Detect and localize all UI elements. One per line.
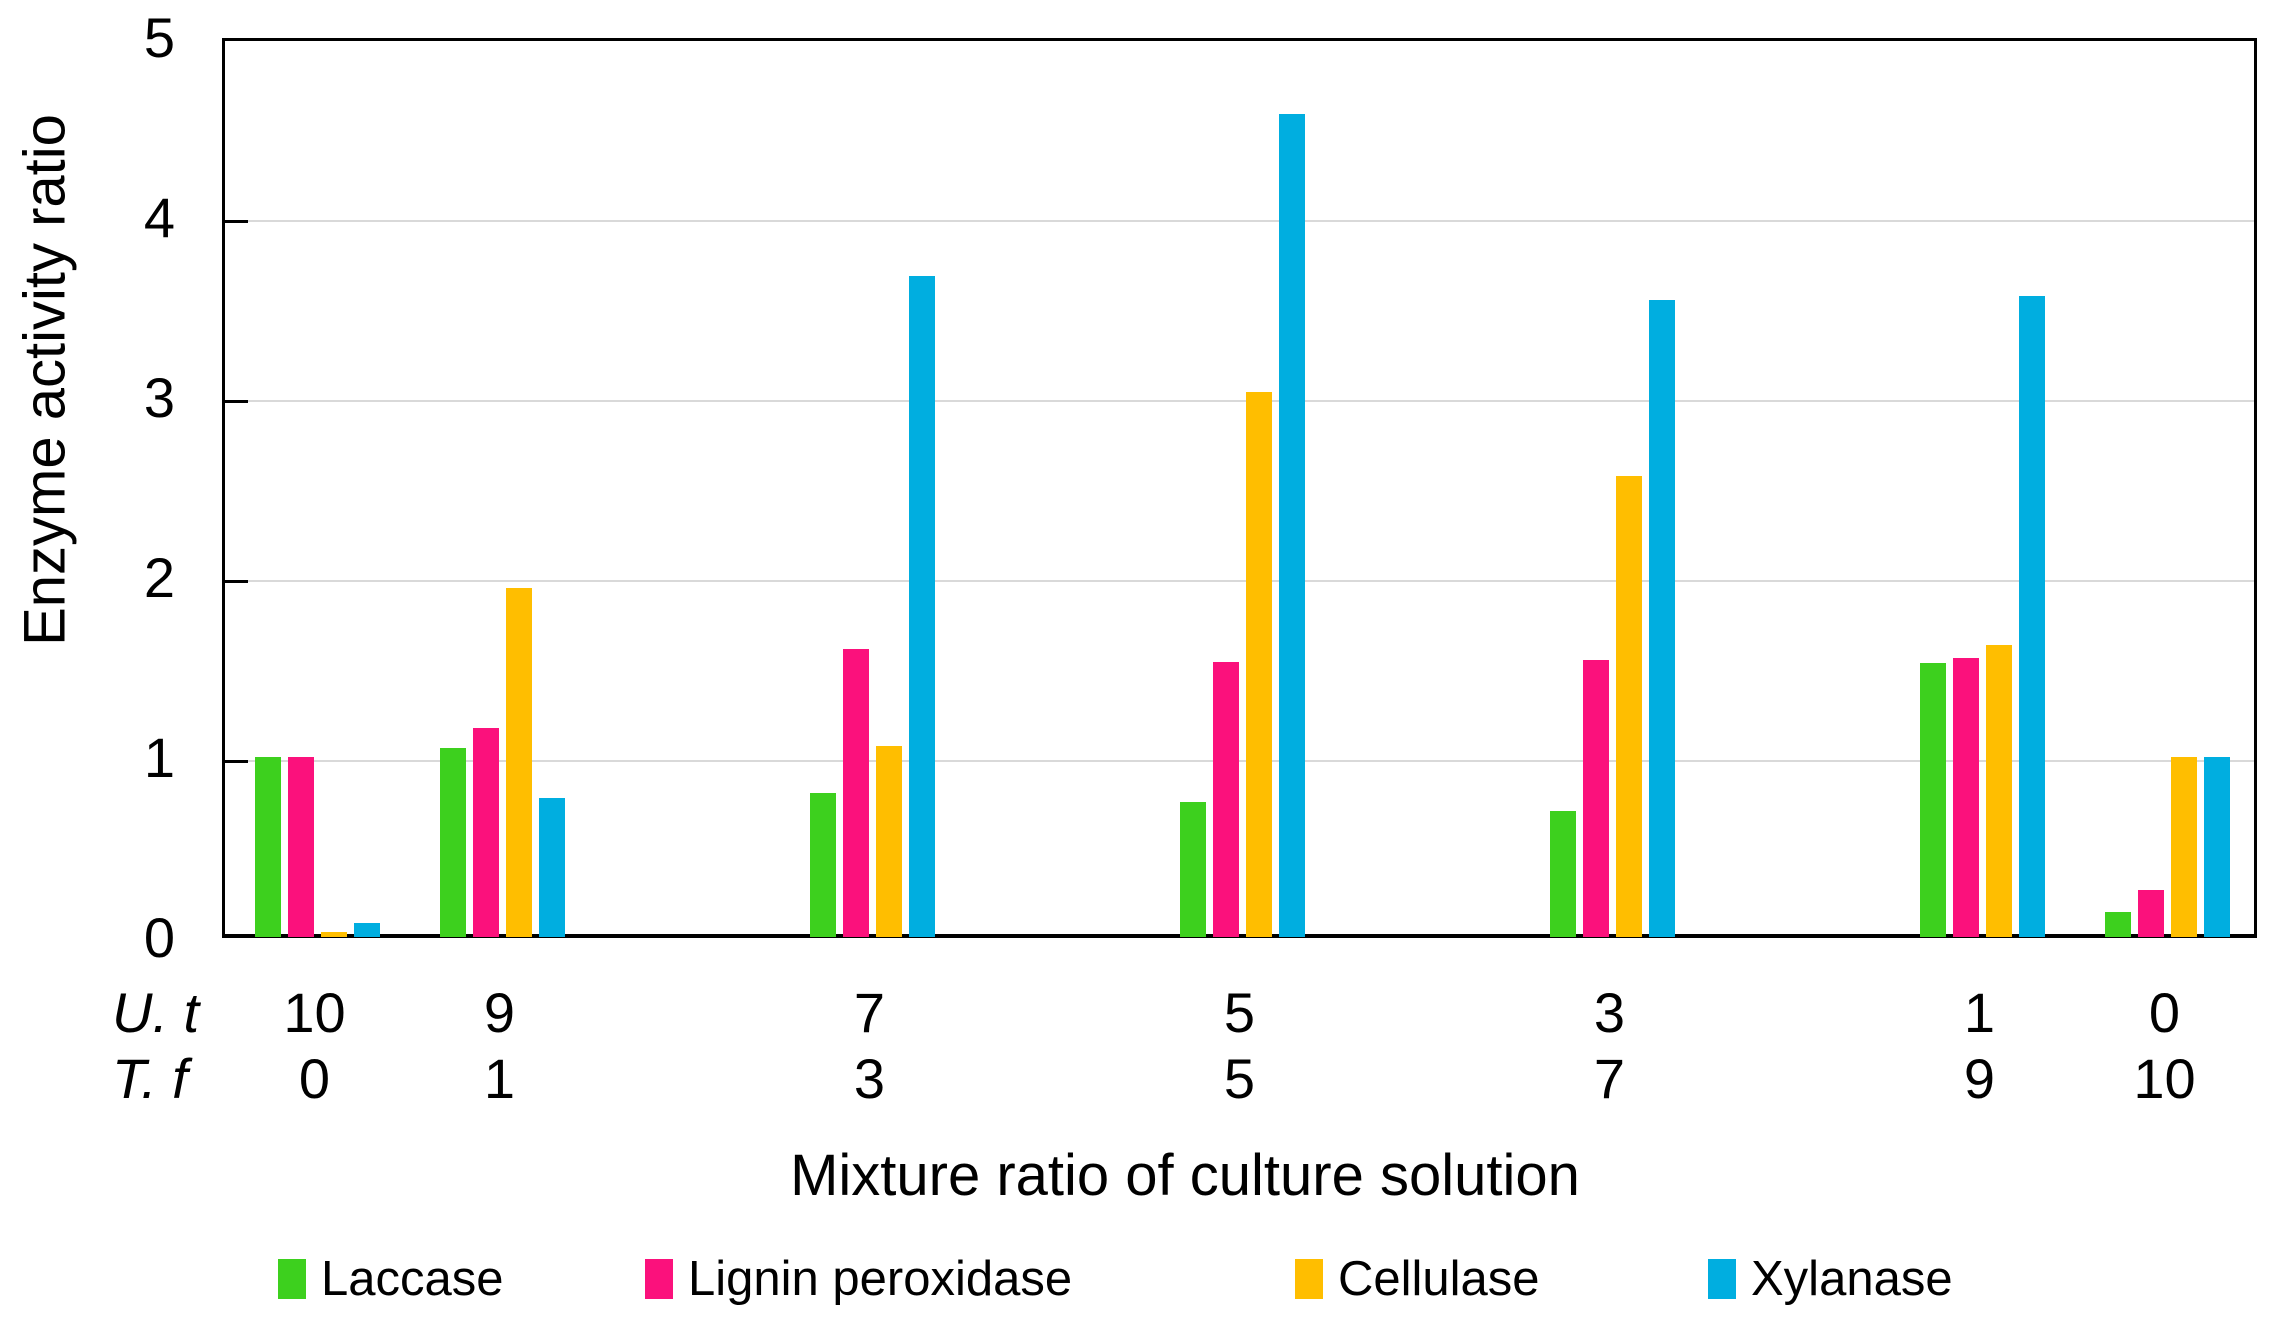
- x-tick-label-row1-3: 3: [853, 1047, 886, 1110]
- x-tick-label-row1-0: 0: [298, 1047, 331, 1110]
- y-tick-mark-2: [222, 579, 248, 583]
- y-tick-label-1: 1: [143, 726, 175, 789]
- bar-xylanase-7-3: [909, 276, 935, 937]
- y-tick-mark-1: [222, 759, 248, 763]
- bar-lignin-peroxidase-9-1: [473, 728, 499, 937]
- bar-laccase-9-1: [440, 748, 466, 937]
- x-axis-row-label-tf: T. f: [112, 1047, 188, 1110]
- y-tick-label-2: 2: [143, 546, 175, 609]
- bar-cellulase-0-10: [2171, 757, 2197, 937]
- bar-lignin-peroxidase-1-9: [1953, 658, 1979, 937]
- y-tick-label-0: 0: [143, 906, 175, 969]
- bar-xylanase-5-5: [1279, 114, 1305, 937]
- y-tick-mark-4: [222, 219, 248, 223]
- bar-lignin-peroxidase-7-3: [843, 649, 869, 937]
- legend-item-lignin-peroxidase: Lignin peroxidase: [645, 1244, 1072, 1314]
- y-tick-mark-3: [222, 399, 248, 403]
- bar-xylanase-3-7: [1649, 299, 1675, 937]
- legend-marker-icon: [1708, 1259, 1736, 1299]
- bar-cellulase-9-1: [506, 587, 532, 937]
- legend-item-laccase: Laccase: [278, 1244, 504, 1314]
- x-axis-title: Mixture ratio of culture solution: [790, 1143, 1580, 1208]
- y-tick-label-5: 5: [143, 6, 175, 69]
- bar-cellulase-1-9: [1986, 645, 2012, 937]
- bar-lignin-peroxidase-0-10: [2138, 890, 2164, 937]
- gridline-y3: [225, 400, 2254, 402]
- x-axis-row-tf: T. f 0 1 3 5 7 9 10: [0, 1048, 2278, 1110]
- bar-laccase-0-10: [2105, 911, 2131, 937]
- x-tick-label-row1-9: 9: [1963, 1047, 1996, 1110]
- x-tick-label-row1-1: 1: [483, 1047, 516, 1110]
- y-tick-label-4: 4: [143, 186, 175, 249]
- x-axis-row-label-ut: U. t: [112, 981, 200, 1044]
- bar-lignin-peroxidase-5-5: [1213, 661, 1239, 937]
- plot-area: [222, 38, 2257, 938]
- gridline-y1: [225, 760, 2254, 762]
- bar-xylanase-9-1: [539, 798, 565, 937]
- bar-cellulase-7-3: [876, 746, 902, 937]
- bar-cellulase-5-5: [1246, 391, 1272, 937]
- x-tick-label-row0-0: 0: [2148, 981, 2181, 1044]
- x-tick-label-row0-10: 10: [283, 981, 346, 1044]
- legend-label: Cellulase: [1338, 1252, 1540, 1306]
- x-tick-label-row1-10: 10: [2133, 1047, 2196, 1110]
- legend-label: Lignin peroxidase: [688, 1252, 1073, 1306]
- x-tick-label-row0-7: 7: [853, 981, 886, 1044]
- bar-laccase-1-9: [1920, 663, 1946, 937]
- gridline-y4: [225, 220, 2254, 222]
- legend-marker-icon: [645, 1259, 673, 1299]
- x-axis-row-ut: U. t 10 9 7 5 3 1 0: [0, 982, 2278, 1044]
- x-tick-label-row0-5: 5: [1223, 981, 1256, 1044]
- bar-xylanase-10-0: [354, 922, 380, 937]
- bar-laccase-3-7: [1550, 811, 1576, 937]
- gridline-y2: [225, 580, 2254, 582]
- x-tick-label-row1-5: 5: [1223, 1047, 1256, 1110]
- legend-label: Laccase: [321, 1252, 504, 1306]
- legend-label: Xylanase: [1751, 1252, 1953, 1306]
- x-tick-label-row0-9: 9: [483, 981, 516, 1044]
- bar-cellulase-3-7: [1616, 476, 1642, 937]
- legend-item-cellulase: Cellulase: [1295, 1244, 1540, 1314]
- legend-marker-icon: [278, 1259, 306, 1299]
- bar-xylanase-1-9: [2019, 296, 2045, 937]
- y-tick-label-3: 3: [143, 366, 175, 429]
- bar-lignin-peroxidase-3-7: [1583, 659, 1609, 937]
- bar-lignin-peroxidase-10-0: [288, 757, 314, 937]
- bar-cellulase-10-0: [321, 931, 347, 937]
- legend: Laccase Lignin peroxidase Cellulase Xylanas…: [0, 1244, 2278, 1314]
- legend-item-xylanase: Xylanase: [1708, 1244, 1953, 1314]
- legend-marker-icon: [1295, 1259, 1323, 1299]
- x-tick-label-row1-7: 7: [1593, 1047, 1626, 1110]
- bar-xylanase-0-10: [2204, 757, 2230, 937]
- bar-laccase-7-3: [810, 793, 836, 937]
- x-tick-label-row0-3: 3: [1593, 981, 1626, 1044]
- bar-laccase-10-0: [255, 757, 281, 937]
- bar-laccase-5-5: [1180, 802, 1206, 937]
- x-tick-label-row0-1: 1: [1963, 981, 1996, 1044]
